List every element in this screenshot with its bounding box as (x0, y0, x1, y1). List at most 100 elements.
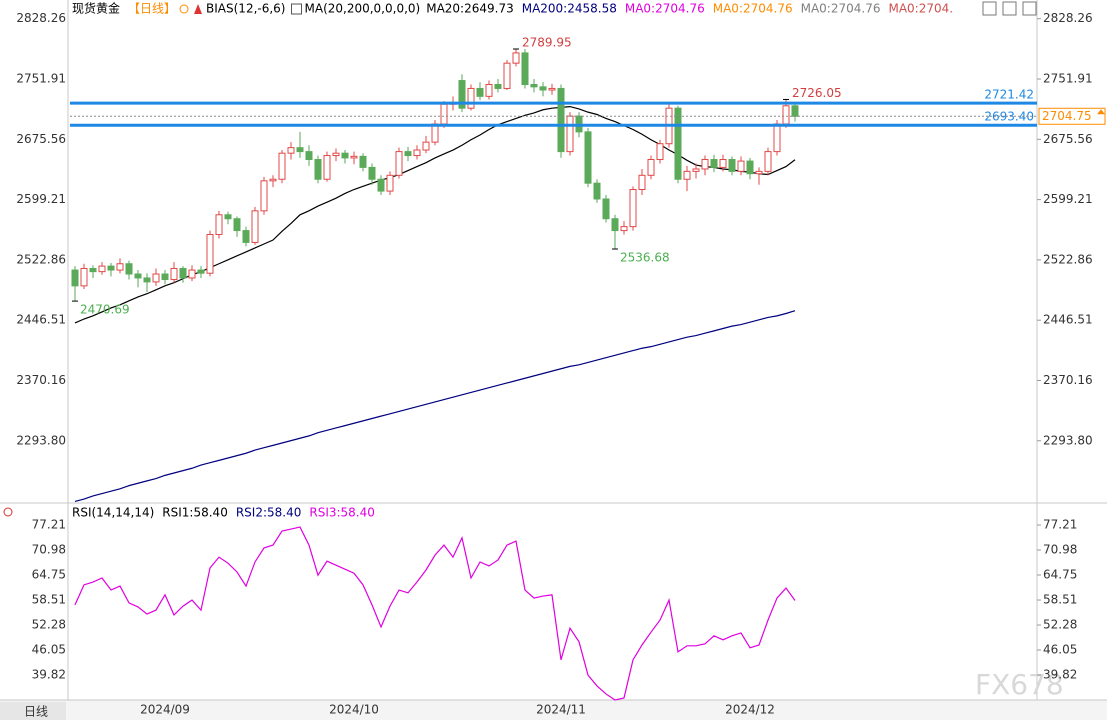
candle-body (503, 62, 511, 89)
indicator-label: BIAS(12,-6,6) (206, 2, 285, 16)
indicator-line (74, 526, 796, 701)
candle-body (251, 210, 259, 243)
toolbar-icon[interactable] (1022, 1, 1037, 16)
candle-body (242, 230, 250, 243)
y-tick-label: 70.98 (32, 543, 66, 557)
legend-entry: MA0:2704.76 (713, 2, 793, 16)
candle-body (116, 263, 124, 271)
y-tick-label: 2522.86 (16, 252, 66, 266)
candle-body (584, 131, 592, 184)
candle-body (755, 170, 763, 175)
legend-entry: RSI2:58.40 (236, 506, 302, 520)
candle-body (323, 155, 331, 180)
candle-body (440, 103, 448, 125)
y-tick-label: 2751.91 (16, 72, 66, 86)
indicator-line (74, 310, 796, 503)
candle-body (530, 83, 538, 88)
candle-body (314, 159, 322, 180)
y-tick-label: 2828.26 (1043, 11, 1093, 25)
ma-params: MA(20,200,0,0,0,0) (305, 2, 421, 16)
indicator-icon (194, 4, 203, 14)
y-tick-label: 2828.26 (16, 11, 66, 25)
candle-body (647, 159, 655, 176)
time-axis-bar (0, 700, 1107, 720)
legend-entry: MA200:2458.58 (522, 2, 617, 16)
candle-body (170, 267, 178, 281)
candle-body (305, 151, 313, 161)
legend-entry: MA20:2649.73 (426, 2, 514, 16)
candle-body (80, 267, 88, 287)
candle-body (269, 178, 277, 182)
y-tick-label: 2446.51 (16, 313, 66, 327)
price-line-label: 2693.40 (984, 110, 1034, 124)
period-tab-bg[interactable] (0, 702, 66, 720)
candle-body (791, 105, 799, 117)
y-tick-label: 39.82 (1043, 668, 1077, 682)
candle-body (476, 87, 484, 97)
candle-body (629, 189, 637, 228)
candle-body (377, 178, 385, 192)
candle-body (485, 83, 493, 97)
candle-body (467, 87, 475, 109)
y-tick-label: 2522.86 (1043, 252, 1093, 266)
candle-body (395, 151, 403, 176)
candle-body (656, 143, 664, 161)
candle-body (359, 155, 367, 168)
candle-body (512, 52, 520, 64)
candle-body (206, 234, 214, 274)
toolbar-icon[interactable] (1002, 1, 1017, 16)
x-tick-label: 2024/09 (140, 703, 190, 717)
candle-body (332, 152, 340, 157)
candle-body (422, 141, 430, 151)
high-annotation: 2789.95 (522, 35, 572, 49)
candle-body (98, 265, 106, 273)
y-tick-label: 2751.91 (1043, 72, 1093, 86)
y-tick-label: 64.75 (1043, 568, 1077, 582)
candle-body (764, 151, 772, 172)
candle-body (494, 83, 502, 89)
chart-title: 现货黄金 (72, 1, 120, 16)
y-tick-label: 2446.51 (1043, 313, 1093, 327)
candle-body (593, 182, 601, 200)
y-tick-label: 58.51 (1043, 593, 1077, 607)
y-tick-label: 64.75 (32, 568, 66, 582)
candle-body (89, 267, 97, 273)
y-tick-label: 52.28 (32, 618, 66, 632)
candle-body (233, 218, 241, 232)
candle-body (458, 80, 466, 109)
rsi-icon[interactable] (3, 507, 13, 517)
candle-body (296, 147, 304, 153)
candle-body (278, 152, 286, 180)
candle-body (161, 273, 169, 281)
x-tick-label: 2024/11 (536, 703, 586, 717)
candle-body (548, 87, 556, 91)
legend-entry: RSI1:58.40 (162, 506, 228, 520)
toolbar-icon[interactable] (982, 1, 997, 16)
y-tick-label: 2370.16 (1043, 373, 1093, 387)
candle-body (737, 160, 745, 172)
candle-body (368, 166, 376, 180)
high-annotation: 2726.05 (792, 86, 842, 100)
x-tick-label: 2024/12 (725, 703, 775, 717)
last-price-box (1038, 107, 1106, 125)
y-tick-label: 77.21 (1043, 518, 1077, 532)
candle-body (674, 107, 682, 180)
low-annotation: 2536.68 (620, 250, 670, 264)
last-price-label: 2704.75 (1042, 109, 1092, 123)
candle-body (260, 180, 268, 212)
y-tick-label: 52.28 (1043, 618, 1077, 632)
candle-body (413, 149, 421, 157)
legend-entry: RSI3:58.40 (309, 506, 375, 520)
candle-body (710, 159, 718, 168)
candle-body (539, 86, 547, 91)
candle-body (197, 269, 205, 274)
candle-body (224, 214, 232, 220)
legend-entry: MA0:2704.76 (801, 2, 881, 16)
x-tick-label: 2024/10 (329, 703, 379, 717)
candle-body (107, 265, 115, 271)
period-tab[interactable]: 日线 (24, 705, 48, 719)
candle-body (386, 174, 394, 192)
rsi-title: RSI(14,14,14) (72, 506, 154, 520)
y-tick-label: 2599.21 (1043, 192, 1093, 206)
